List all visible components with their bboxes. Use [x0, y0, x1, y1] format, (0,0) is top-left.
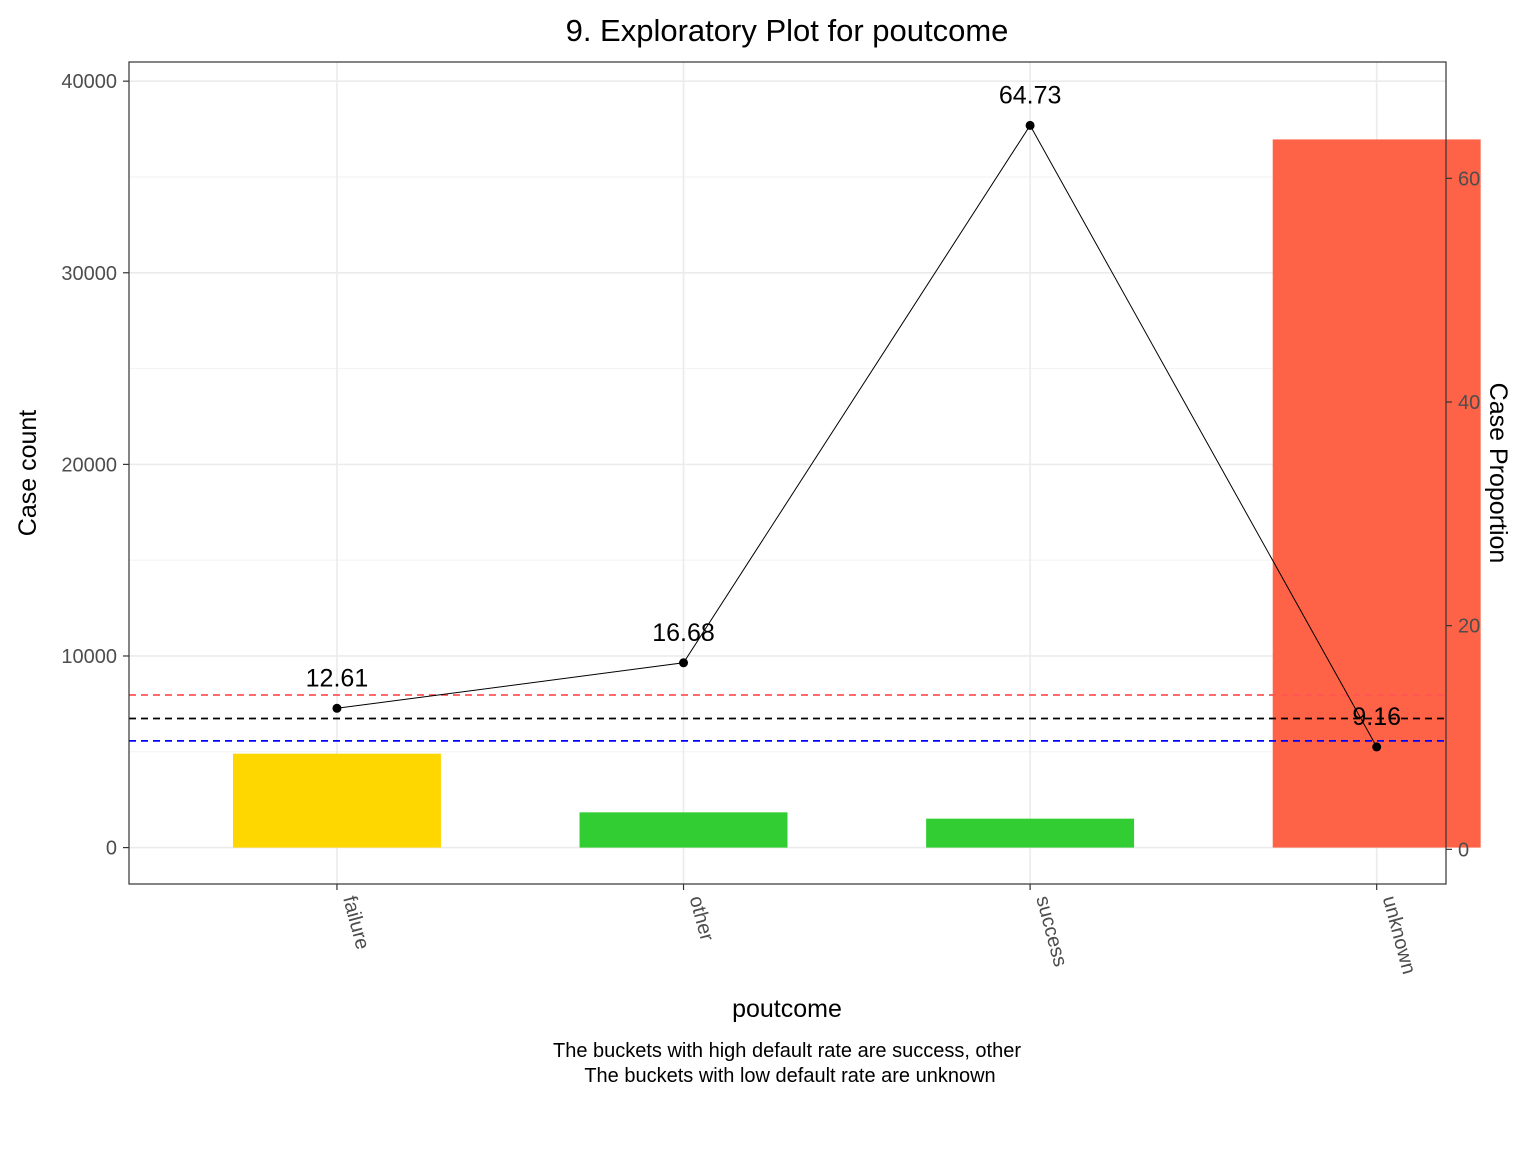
proportion-point-other [679, 658, 689, 668]
data-label-failure: 12.61 [306, 664, 369, 692]
data-labels: 12.61 16.68 64.73 9.16 [306, 81, 1401, 730]
panel-border [128, 61, 1447, 885]
bar-failure [232, 753, 441, 848]
bar-success [926, 818, 1135, 848]
right-axis: 0 20 40 60 [1446, 168, 1480, 861]
bar-other [579, 812, 788, 848]
grid [129, 62, 1446, 884]
y2-axis-title: Case Proportion [1484, 383, 1512, 564]
y-tick-label: 0 [106, 838, 117, 860]
left-axis: 0 10000 20000 30000 40000 [61, 71, 129, 860]
y2-tick-label: 0 [1458, 839, 1469, 861]
y-tick-label: 10000 [61, 646, 117, 668]
data-label-success: 64.73 [999, 81, 1062, 109]
y2-tick-label: 20 [1458, 616, 1480, 638]
proportion-point-unknown [1372, 742, 1382, 752]
caption-line-1: The buckets with high default rate are s… [553, 1040, 1021, 1062]
y2-tick-label: 60 [1458, 168, 1480, 190]
y-tick-label: 40000 [61, 71, 117, 93]
y-tick-label: 20000 [61, 454, 117, 476]
proportion-series-line [336, 124, 1378, 748]
y2-tick-label: 40 [1458, 392, 1480, 414]
chart-title: 9. Exploratory Plot for poutcome [566, 13, 1009, 48]
y-tick-label: 30000 [61, 263, 117, 285]
data-label-other: 16.68 [652, 619, 715, 647]
proportion-line [332, 120, 1382, 752]
caption-line-2: The buckets with low default rate are un… [584, 1065, 995, 1087]
proportion-point-failure [332, 703, 342, 713]
data-label-unknown: 9.16 [1352, 703, 1401, 731]
y-axis-title: Case count [14, 410, 42, 537]
x-axis-title: poutcome [732, 995, 842, 1023]
reference-lines [129, 694, 1446, 742]
proportion-point-success [1025, 120, 1035, 130]
bar-unknown [1272, 139, 1481, 848]
